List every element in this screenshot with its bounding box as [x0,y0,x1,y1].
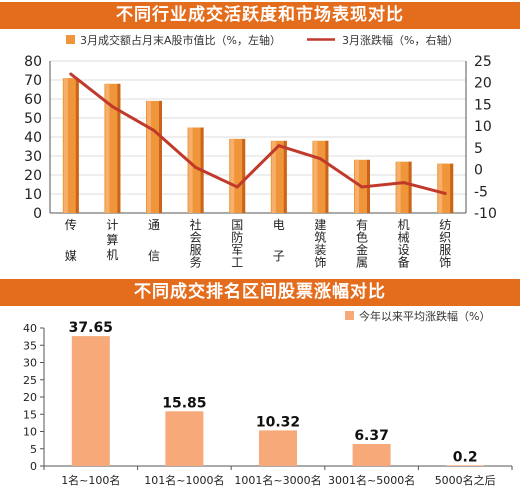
category-label-4: 国防军工 [231,218,243,270]
right-tick-10: 10 [474,119,492,135]
left-tick-70: 70 [24,73,42,89]
left-tick-10: 10 [24,187,42,203]
change-point-5 [277,144,281,148]
category-label-8: 机械设备 [398,218,410,270]
bar-shade-6 [325,140,329,213]
rank-category-4: 5000名之后 [435,473,496,487]
rank-category-3: 3001名~5000名 [328,473,415,487]
chart2-title: 不同成交排名区间股票涨幅对比 [134,282,386,302]
bar-shade-8 [408,161,412,213]
y-tick-35: 35 [23,339,37,352]
category-label-1: 计算机 [106,218,118,262]
bar-highlight-2 [147,100,151,213]
rank-range-chart: 今年以来平均涨跌幅（%） 0 5 10 15 20 25 30 35 40 37.65 15.85… [23,309,513,487]
change-point-4 [235,185,239,189]
category-label-5: 电子 [273,218,285,263]
rank-bar-3 [352,444,391,466]
legend-bar-swatch [66,35,75,44]
bar-shade-2 [159,100,162,213]
category-label-7: 有色金属 [356,218,368,270]
legend2-bar-label: 今年以来平均涨跌幅（%） [359,309,490,323]
bar-highlight-3 [188,127,193,213]
change-point-1 [110,105,114,109]
bar-shade-4 [242,138,246,213]
category-label-6: 建筑装饰 [314,218,326,270]
bar-highlight-1 [105,83,110,213]
category-label-0: 传媒 [65,217,77,263]
rank-category-1: 101名~1000名 [144,473,224,487]
rank-bar-value-4: 0.2 [453,449,478,465]
change-point-0 [69,72,73,76]
rank-bar-value-1: 15.85 [162,395,206,411]
right-tick-25: 25 [474,54,492,70]
bar-shade-0 [75,78,79,213]
legend-line-label: 3月涨跌幅（%，右轴） [342,33,458,47]
y-tick-20: 20 [23,391,37,404]
rank-bar-4 [446,465,485,466]
chart1-legend: 3月成交额占月末A股市值比（%，左轴） 3月涨跌幅（%，右轴） [66,33,458,47]
y-tick-10: 10 [23,426,37,439]
y-tick-40: 40 [23,322,37,335]
bar-highlight-4 [230,138,235,213]
bar-highlight-7 [355,159,359,213]
y-tick-30: 30 [23,357,37,370]
bar-highlight-9 [438,163,443,213]
right-tick-5: 5 [474,141,483,157]
left-tick-60: 60 [24,92,42,108]
left-tick-50: 50 [24,111,42,127]
right-tick-20: 20 [474,76,492,92]
change-point-8 [402,181,406,185]
rank-bar-value-3: 6.37 [354,428,389,444]
category-label-9: 纺织服饰 [439,218,451,270]
left-tick-20: 20 [24,168,42,184]
rank-category-2: 1001名~3000名 [234,473,321,487]
bar-highlight-5 [271,140,276,213]
change-point-7 [360,185,364,189]
chart2-legend: 今年以来平均涨跌幅（%） [345,309,490,323]
legend2-bar-swatch [345,311,354,320]
right-tick--5: -5 [474,184,488,200]
change-point-2 [152,128,156,132]
industry-activity-chart: 3月成交额占月末A股市值比（%，左轴） 3月涨跌幅（%，右轴） 0 10 20 30 4… [24,33,497,270]
right-tick-0: 0 [474,163,483,179]
right-tick-15: 15 [474,97,492,113]
category-label-2: 通信 [148,218,160,263]
change-point-6 [318,157,322,161]
bar-highlight-6 [313,140,318,213]
rank-bar-value-2: 10.32 [256,414,300,430]
chart1-title: 不同行业成交活跃度和市场表现对比 [116,5,404,25]
change-line [69,72,446,195]
bar-highlight-8 [396,161,401,213]
rank-bar-value-0: 37.65 [69,320,113,336]
bar-shade-5 [283,140,287,213]
right-tick--10: -10 [474,206,497,222]
chart1-title-banner: 不同行业成交活跃度和市场表现对比 [0,2,520,29]
bar-shade-1 [117,83,121,213]
bar-shade-9 [450,163,454,213]
bar-highlight-0 [63,78,68,213]
change-point-3 [194,165,198,169]
rank-category-0: 1名~100名 [61,473,120,487]
chart2-title-banner: 不同成交排名区间股票涨幅对比 [0,279,520,306]
rank-bar-2 [259,430,297,466]
rank-bar-0 [71,336,110,466]
category-label-3: 社会服务 [190,217,202,270]
left-tick-40: 40 [24,130,42,146]
y-tick-15: 15 [23,408,37,421]
left-tick-30: 30 [24,149,42,165]
y-tick-5: 5 [30,443,37,456]
y-tick-0: 0 [30,460,37,473]
left-tick-0: 0 [33,206,42,222]
left-tick-80: 80 [24,54,42,70]
rank-bar-1 [165,411,204,466]
change-point-9 [443,191,447,195]
legend-bar-label: 3月成交额占月末A股市值比（%，左轴） [80,33,281,47]
y-tick-25: 25 [23,374,37,387]
